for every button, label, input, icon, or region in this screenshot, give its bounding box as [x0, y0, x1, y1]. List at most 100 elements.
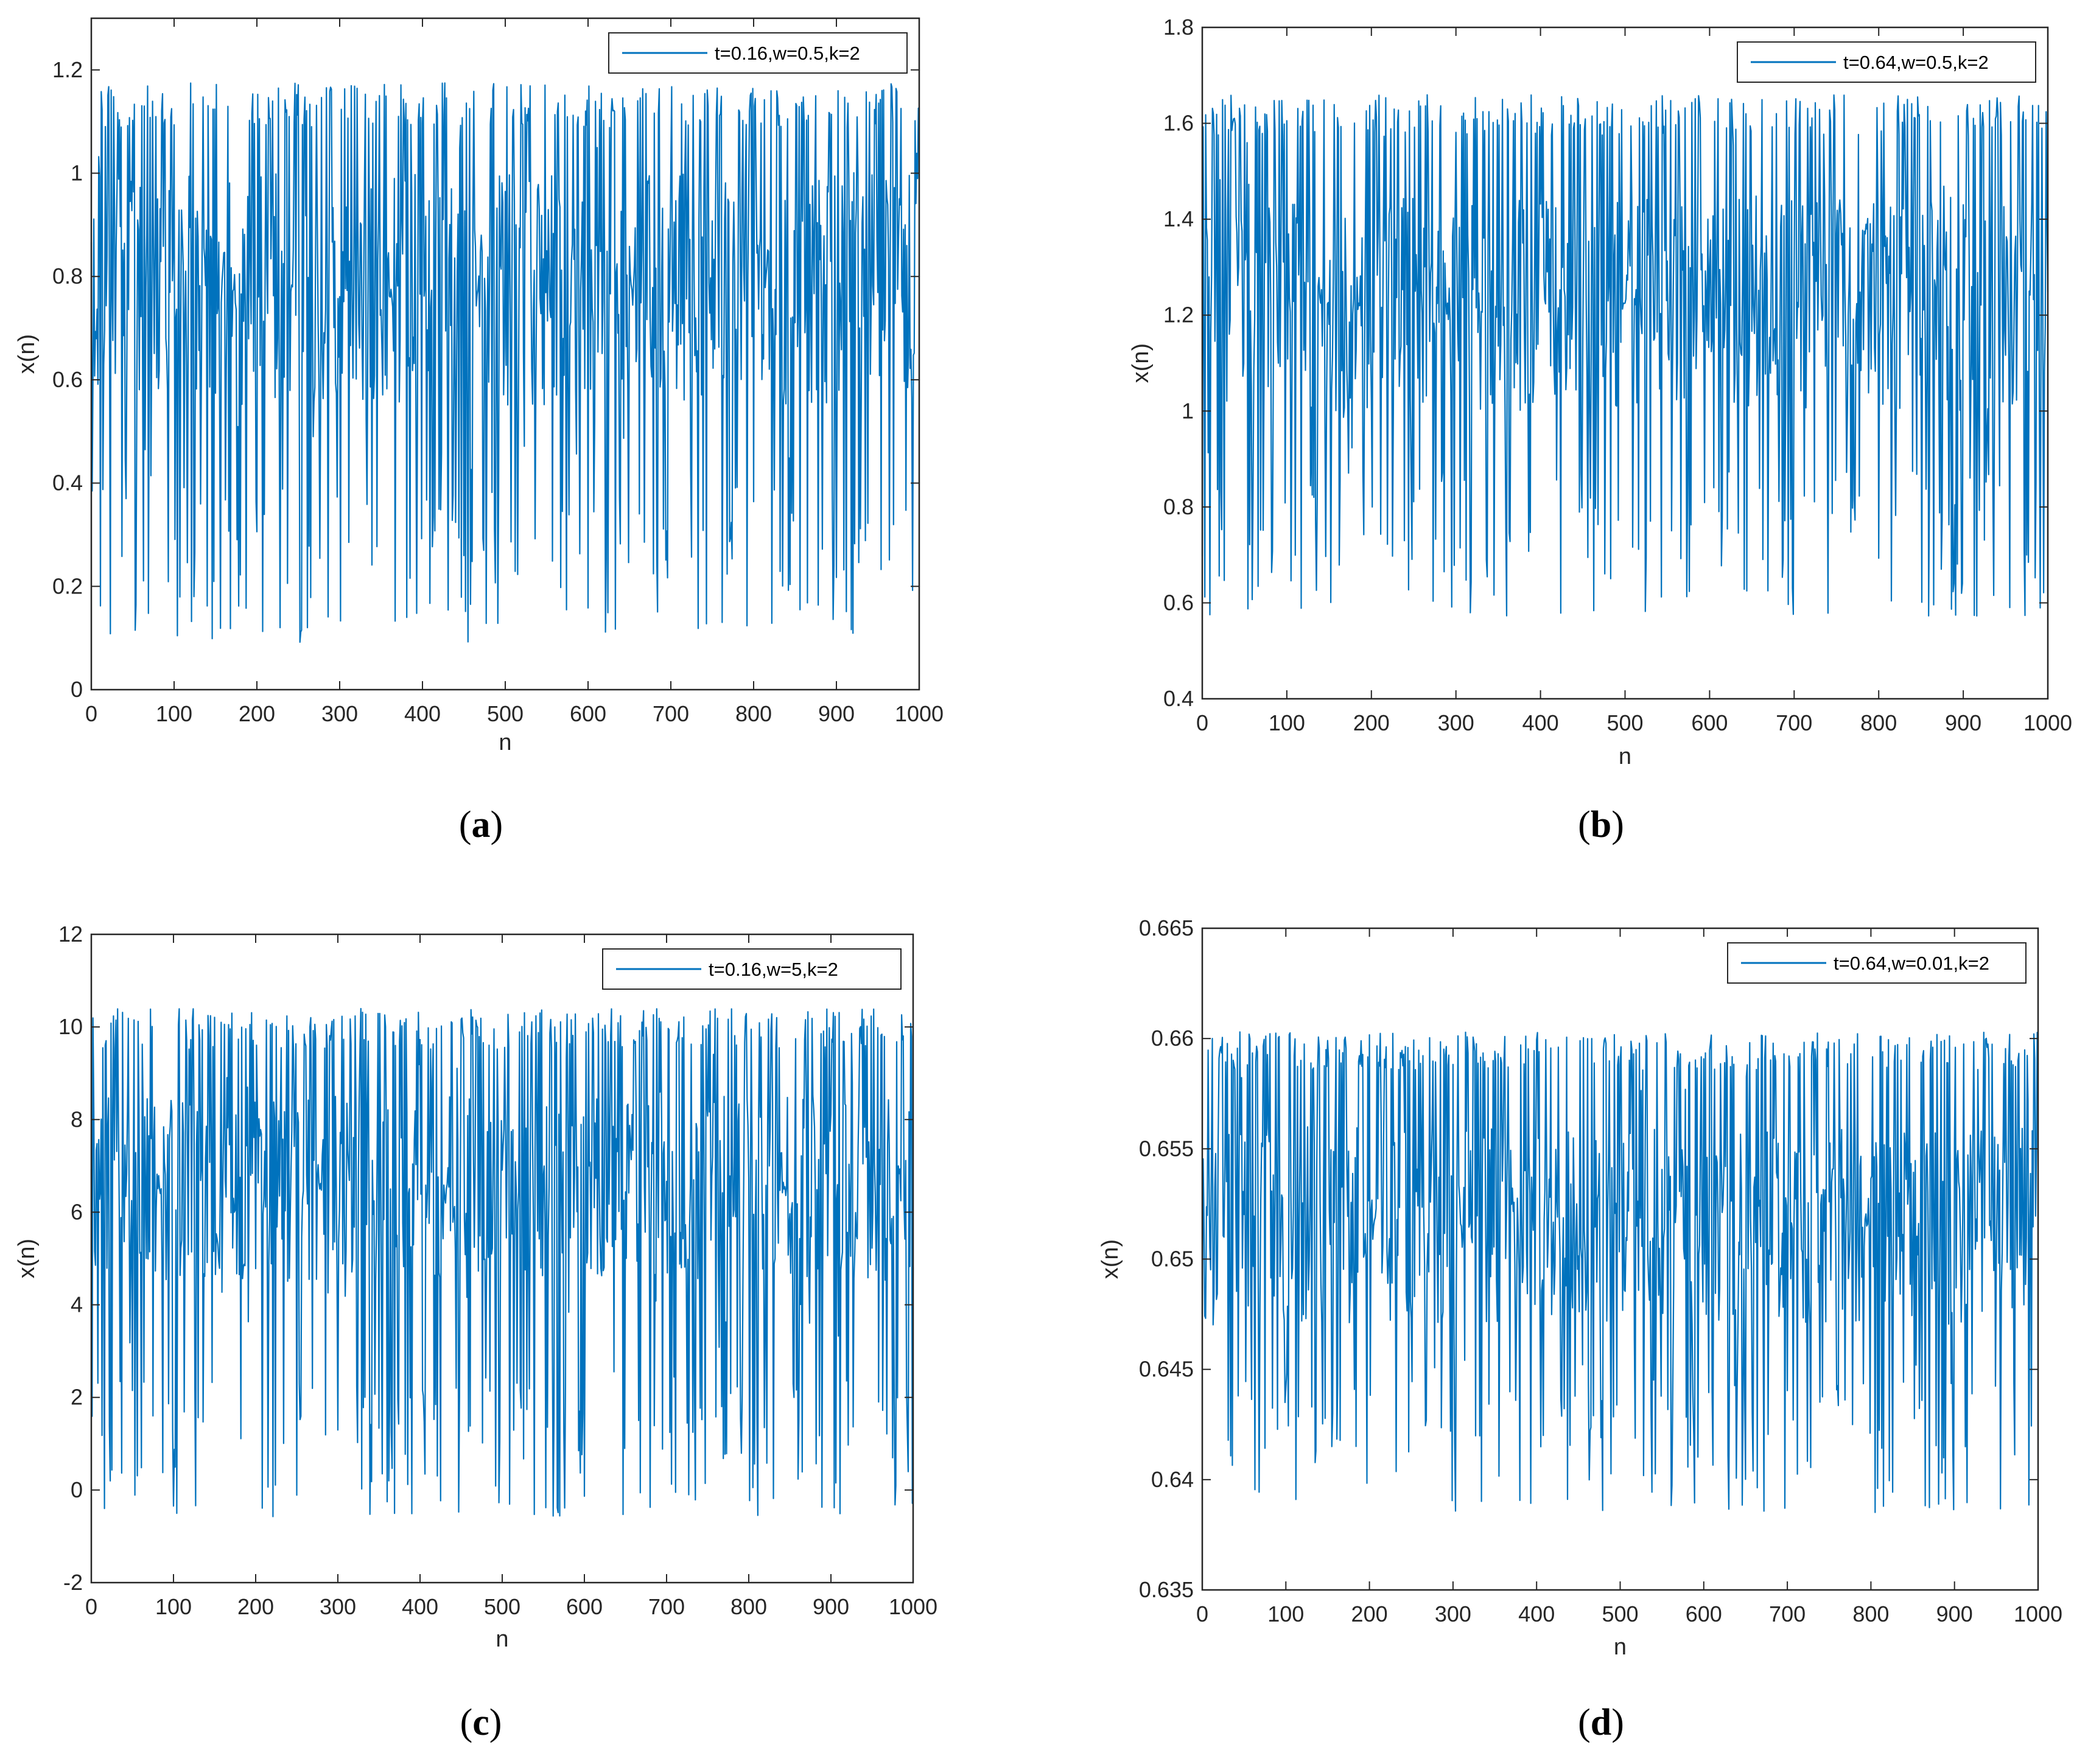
- x-tick-label: 0: [1196, 710, 1208, 735]
- panel-label-b: (b): [1578, 804, 1624, 845]
- x-tick-label: 300: [321, 701, 358, 726]
- x-tick-label: 300: [320, 1594, 356, 1619]
- x-tick-label: 500: [1602, 1601, 1638, 1626]
- chart-a: 0 100 200 300 400 500 600 700 800 900 1000 0 0.2 0.4 0…: [14, 17, 944, 755]
- y-tick-label: 0.4: [52, 471, 83, 495]
- y-tick-label: 0.8: [52, 264, 83, 289]
- y-tick-label: 0: [71, 677, 83, 702]
- x-tick-label: 1000: [895, 701, 944, 726]
- x-tick-label: 400: [1522, 710, 1559, 735]
- x-tick-label: 200: [239, 701, 275, 726]
- y-tick-label: 4: [71, 1292, 83, 1317]
- legend-label: t=0.64,w=0.5,k=2: [1843, 52, 1989, 73]
- x-axis-label: n: [1614, 1634, 1627, 1660]
- series-line: [1201, 1031, 2039, 1513]
- y-tick-label: 1.2: [1163, 303, 1194, 327]
- y-tick-label: 0.6: [1163, 590, 1194, 615]
- y-tick-label: 0.2: [52, 573, 83, 598]
- x-tick-label: 0: [1196, 1601, 1208, 1626]
- y-tick-label: 12: [58, 922, 83, 947]
- series-line: [90, 1007, 914, 1517]
- x-tick-label: 400: [404, 701, 441, 726]
- y-tick-label: 1: [1182, 398, 1194, 423]
- y-tick-label: 0.635: [1139, 1577, 1194, 1602]
- panel-label-a: (a): [458, 804, 503, 845]
- x-tick-label: 1000: [2023, 710, 2072, 735]
- x-tick-label: 500: [487, 701, 524, 726]
- x-tick-label: 700: [653, 701, 689, 726]
- series-line: [90, 82, 920, 643]
- y-tick-label: 1.8: [1163, 15, 1194, 40]
- x-tick-label: 700: [1769, 1601, 1806, 1626]
- y-tick-label: -2: [63, 1570, 83, 1595]
- x-tick-label: 400: [1518, 1601, 1555, 1626]
- x-tick-label: 100: [1267, 1601, 1304, 1626]
- x-tick-label: 200: [237, 1594, 274, 1619]
- y-tick-label: 0: [71, 1477, 83, 1502]
- x-tick-label: 600: [566, 1594, 603, 1619]
- x-tick-label: 100: [156, 701, 192, 726]
- x-tick-label: 900: [1945, 710, 1981, 735]
- y-tick-label: 0.8: [1163, 494, 1194, 519]
- x-tick-label: 0: [85, 1594, 97, 1619]
- x-tick-label: 800: [1860, 710, 1897, 735]
- x-tick-label: 500: [1606, 710, 1643, 735]
- panel-label-c: (c): [460, 1702, 502, 1743]
- series-line: [1201, 94, 2049, 617]
- chart-b: 0 100 200 300 400 500 600 700 800 900 1000 0.4 0.6 0.…: [1128, 15, 2072, 769]
- y-axis-label: x(n): [14, 334, 40, 374]
- x-tick-label: 300: [1435, 1601, 1471, 1626]
- x-tick-label: 200: [1351, 1601, 1388, 1626]
- legend-label: t=0.64,w=0.01,k=2: [1834, 953, 1989, 974]
- y-tick-label: 0.66: [1151, 1026, 1194, 1051]
- y-tick-label: 0.4: [1163, 686, 1194, 711]
- legend-label: t=0.16,w=0.5,k=2: [715, 43, 860, 64]
- chart-c: 0 100 200 300 400 500 600 700 800 900 1000-2024681…: [14, 922, 937, 1652]
- legend-label: t=0.16,w=5,k=2: [709, 959, 838, 980]
- y-axis-label: x(n): [14, 1239, 40, 1278]
- x-tick-label: 0: [85, 701, 97, 726]
- x-axis-label: n: [499, 730, 511, 755]
- y-tick-label: 1.4: [1163, 206, 1194, 231]
- x-tick-label: 300: [1438, 710, 1474, 735]
- y-tick-label: 1.6: [1163, 111, 1194, 136]
- x-tick-label: 600: [570, 701, 606, 726]
- y-tick-label: 1: [71, 161, 83, 186]
- y-tick-label: 8: [71, 1107, 83, 1132]
- x-tick-label: 700: [648, 1594, 685, 1619]
- panel-label-d: (d): [1578, 1702, 1624, 1743]
- y-tick-label: 0.645: [1139, 1357, 1194, 1382]
- x-tick-label: 100: [1269, 710, 1305, 735]
- y-tick-label: 2: [71, 1385, 83, 1410]
- x-tick-label: 900: [818, 701, 855, 726]
- x-tick-label: 600: [1691, 710, 1728, 735]
- x-tick-label: 100: [155, 1594, 192, 1619]
- x-tick-label: 200: [1353, 710, 1390, 735]
- x-tick-label: 500: [484, 1594, 520, 1619]
- x-tick-label: 900: [1936, 1601, 1973, 1626]
- y-tick-label: 0.655: [1139, 1136, 1194, 1161]
- x-axis-label: n: [496, 1626, 508, 1652]
- plot-area: [1202, 928, 2038, 1590]
- y-tick-label: 0.64: [1151, 1467, 1194, 1492]
- x-tick-label: 400: [402, 1594, 438, 1619]
- x-tick-label: 800: [1852, 1601, 1889, 1626]
- chart-d: 0 100 200 300 400 500 600 700 800 900 1000 0.635 0.6…: [1098, 915, 2062, 1660]
- y-tick-label: 6: [71, 1199, 83, 1224]
- y-tick-label: 10: [58, 1014, 83, 1039]
- x-axis-label: n: [1619, 744, 1631, 769]
- y-axis-label: x(n): [1128, 343, 1154, 383]
- x-tick-label: 800: [735, 701, 772, 726]
- y-tick-label: 0.665: [1139, 915, 1194, 940]
- x-tick-label: 900: [813, 1594, 849, 1619]
- y-tick-label: 0.65: [1151, 1247, 1194, 1272]
- x-tick-label: 1000: [2014, 1601, 2062, 1626]
- x-tick-label: 600: [1686, 1601, 1722, 1626]
- x-tick-label: 800: [730, 1594, 767, 1619]
- y-tick-label: 0.6: [52, 367, 83, 392]
- y-axis-label: x(n): [1098, 1239, 1123, 1279]
- y-tick-label: 1.2: [52, 57, 83, 82]
- x-tick-label: 700: [1776, 710, 1812, 735]
- x-tick-label: 1000: [889, 1594, 937, 1619]
